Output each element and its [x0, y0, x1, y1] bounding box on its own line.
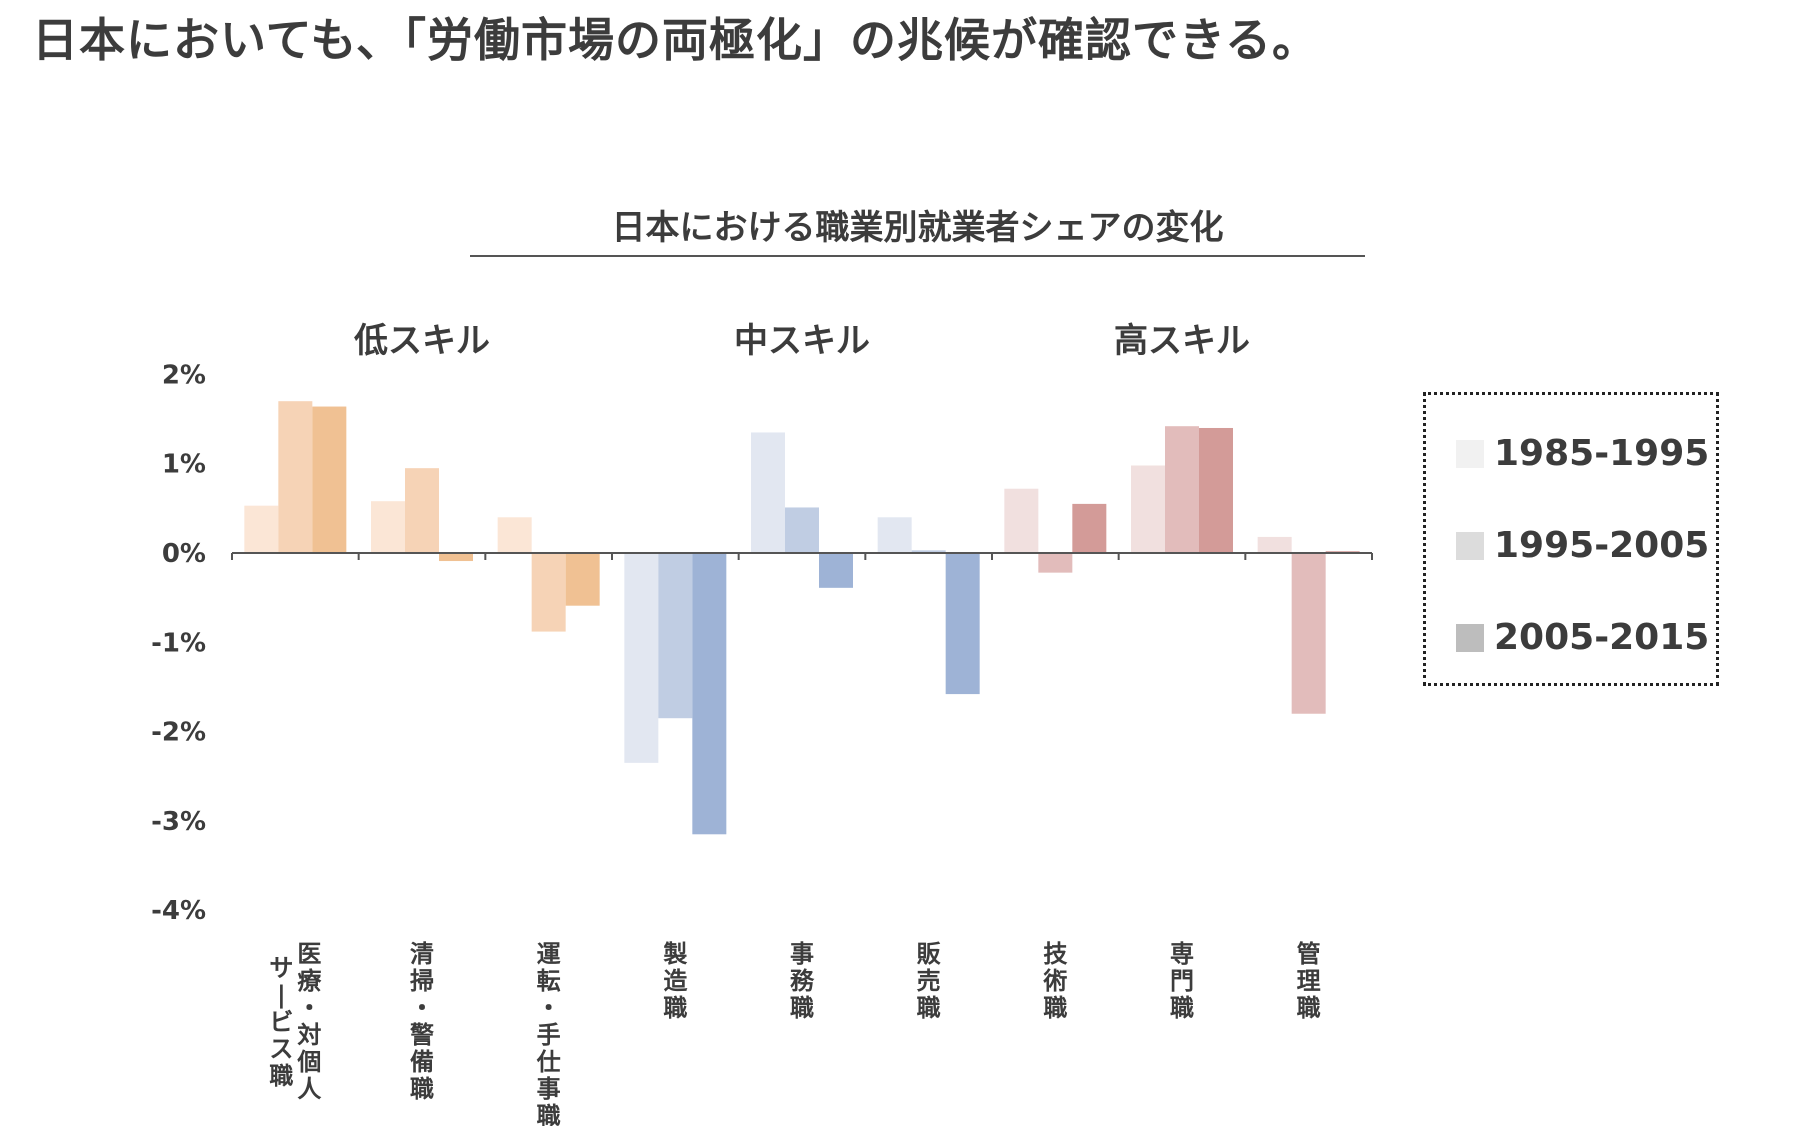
category-label-char: 手: [537, 1021, 561, 1049]
category-label-char: 職: [410, 1075, 434, 1103]
chart-legend: 1985-1995 1995-2005 2005-2015: [1423, 392, 1719, 686]
y-tick-label: 2%: [162, 360, 206, 390]
category-label-char: 医: [297, 940, 321, 968]
category-label-char: 売: [917, 967, 941, 995]
legend-swatch: [1456, 439, 1484, 468]
bar-2005-2015-0: [312, 406, 347, 553]
bar-1985-1995-7: [1131, 465, 1165, 553]
category-label-char: 個: [296, 1048, 321, 1076]
chart-title-rule: [470, 255, 1365, 257]
legend-swatch: [1456, 623, 1484, 652]
bar-1995-2005-4: [785, 507, 819, 553]
bar-2005-2015-2: [565, 553, 600, 606]
category-label-char: 職: [1043, 994, 1067, 1022]
category-label-char: 警: [409, 1021, 434, 1049]
bar-2005-2015-7: [1199, 427, 1233, 553]
bar-2005-2015-3: [692, 553, 727, 835]
y-tick-label: 1%: [162, 450, 206, 480]
category-label-char: ・: [297, 994, 321, 1022]
category-label-char: 務: [790, 967, 815, 995]
skill-group-label: 高スキル: [1114, 321, 1250, 361]
category-label-char: ・: [410, 994, 434, 1022]
category-label-char: |: [277, 981, 286, 1009]
category-label-char: ス: [269, 1035, 293, 1063]
category-label-char: 理: [1297, 967, 1321, 995]
category-label-char: 対: [297, 1021, 321, 1049]
y-tick-label: 0%: [162, 539, 206, 569]
category-label-char: 職: [269, 1062, 293, 1090]
bar-2005-2015-6: [1072, 503, 1107, 553]
category-label-char: 管: [1297, 940, 1321, 968]
bar-1985-1995-5: [877, 517, 912, 553]
bar-1995-2005-7: [1165, 426, 1199, 553]
category-label-char: 事: [537, 1075, 561, 1103]
y-tick-label: -3%: [151, 807, 206, 837]
legend-label: 1995-2005: [1494, 525, 1710, 566]
bar-1995-2005-3: [658, 553, 693, 719]
skill-group-label: 低スキル: [354, 321, 490, 361]
category-label-char: 職: [663, 994, 687, 1022]
bar-1985-1995-1: [371, 501, 405, 553]
category-label-char: 術: [1042, 967, 1067, 995]
category-label-char: 職: [1297, 994, 1321, 1022]
category-label-char: 職: [1170, 994, 1194, 1022]
category-label-char: 門: [1170, 967, 1194, 995]
bar-1985-1995-6: [1004, 488, 1039, 553]
category-label-char: ・: [537, 994, 561, 1022]
bar-1985-1995-2: [497, 517, 532, 553]
legend-item-1985-1995: 1985-1995: [1456, 433, 1709, 474]
bar-2005-2015-5: [945, 553, 980, 695]
legend-label: 1985-1995: [1494, 433, 1710, 474]
chart-title: 日本における職業別就業者シェアの変化: [611, 208, 1224, 248]
bar-1985-1995-3: [624, 553, 659, 763]
bar-1985-1995-8: [1257, 536, 1292, 553]
bar-1995-2005-1: [405, 468, 439, 553]
category-label-char: 掃: [410, 967, 434, 995]
bar-1985-1995-0: [244, 505, 279, 553]
category-label-char: 販: [917, 940, 942, 968]
category-label-char: 職: [917, 994, 941, 1022]
bar-2005-2015-1: [439, 553, 473, 562]
bar-1995-2005-2: [531, 553, 566, 632]
category-label-char: 技: [1043, 940, 1068, 968]
bar-1995-2005-6: [1038, 553, 1073, 573]
category-label-char: 運: [537, 940, 561, 968]
bar-1995-2005-8: [1291, 553, 1326, 714]
category-label-char: 人: [297, 1075, 321, 1103]
y-tick-label: -4%: [151, 896, 206, 926]
legend-label: 2005-2015: [1494, 617, 1710, 658]
skill-group-label: 中スキル: [734, 321, 870, 361]
bar-1985-1995-4: [751, 432, 785, 553]
bar-2005-2015-4: [819, 553, 853, 588]
legend-swatch: [1456, 531, 1484, 560]
bar-1995-2005-5: [911, 550, 946, 553]
legend-item-2005-2015: 2005-2015: [1456, 617, 1709, 658]
category-label-char: 造: [663, 967, 687, 995]
legend-item-1995-2005: 1995-2005: [1456, 525, 1709, 566]
category-label-char: 職: [790, 994, 814, 1022]
category-label-char: 仕: [536, 1048, 561, 1076]
category-label-char: 備: [410, 1048, 434, 1076]
page-headline: 日本においても、「労働市場の両極化」の兆候が確認できる。: [32, 13, 1320, 67]
category-label-char: 専: [1170, 940, 1194, 968]
category-label-char: 事: [790, 940, 814, 968]
y-tick-label: -2%: [151, 718, 206, 748]
category-label-char: 転: [537, 967, 561, 995]
category-label-char: 職: [537, 1102, 561, 1126]
bar-1995-2005-0: [278, 401, 313, 553]
category-label-char: 清: [410, 940, 434, 968]
category-label-char: 療: [297, 967, 322, 995]
category-label-char: ビ: [269, 1008, 293, 1036]
category-label-char: 製: [663, 940, 687, 968]
y-tick-label: -1%: [151, 628, 206, 658]
category-label-char: サ: [269, 954, 293, 982]
